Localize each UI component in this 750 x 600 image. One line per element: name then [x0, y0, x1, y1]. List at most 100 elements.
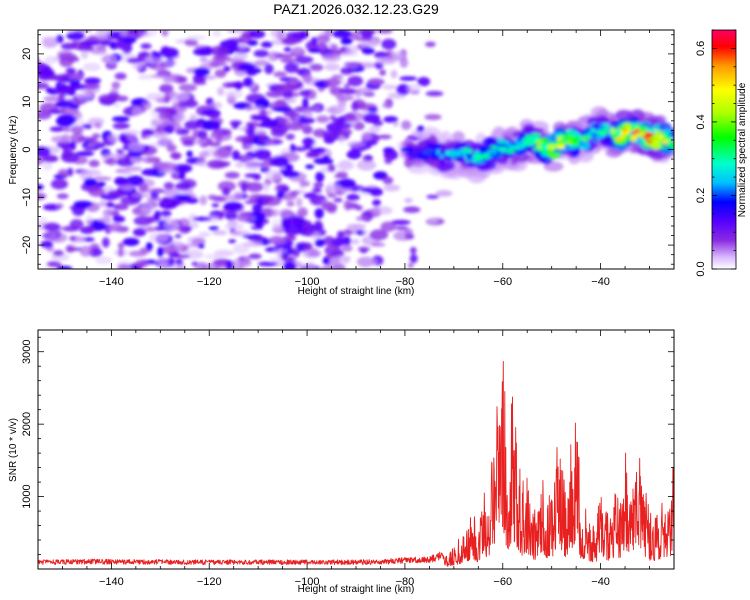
- heatmap-noise-cell: [404, 228, 414, 236]
- heatmap-x-ticks: −140 −120 −100 −80 −60 −40: [37, 30, 675, 288]
- heatmap-signal-cell: [597, 116, 610, 125]
- heatmap-noise-cell: [233, 52, 248, 61]
- heatmap-noise-cell: [72, 205, 85, 216]
- heatmap-ridge-point: [498, 147, 508, 152]
- heatmap-noise-cell: [107, 54, 117, 65]
- snr-y-ticks: 1000 2000 3000: [21, 336, 674, 570]
- y-tick-label: 20: [21, 48, 33, 60]
- heatmap-signal-cell: [590, 106, 608, 119]
- heatmap-noise-cell: [184, 243, 200, 248]
- heatmap-noise-cell: [403, 206, 421, 213]
- heatmap-noise-cell: [162, 196, 170, 205]
- heatmap-signal-cell: [527, 136, 532, 140]
- heatmap-signal-cell: [459, 143, 468, 149]
- heatmap-noise-cell: [224, 223, 244, 230]
- heatmap-noise-cell: [128, 250, 148, 257]
- heatmap-noise-cell: [342, 236, 352, 246]
- heatmap-signal-cell: [628, 143, 641, 154]
- y-tick-label: −10: [21, 188, 33, 207]
- heatmap-noise-cell: [407, 263, 414, 268]
- heatmap-noise-cell: [38, 110, 52, 120]
- heatmap-signal-cell: [517, 145, 526, 150]
- heatmap-signal-cell: [491, 150, 498, 154]
- heatmap-noise-cell: [287, 233, 295, 240]
- heatmap-noise-cell: [314, 208, 324, 219]
- y-tick-label: 3000: [21, 339, 33, 363]
- heatmap-noise-cell: [315, 34, 331, 44]
- heatmap-noise-cell: [275, 183, 289, 191]
- heatmap-noise-cell: [396, 84, 411, 95]
- heatmap-noise-cell: [210, 45, 230, 57]
- heatmap-signal-cell: [630, 116, 639, 123]
- colorbar-label: Normalized spectral amplitude: [737, 82, 748, 217]
- heatmap-signal-cell: [543, 147, 548, 151]
- heatmap-noise-cell: [324, 245, 341, 256]
- heatmap-noise-cell: [223, 201, 243, 212]
- heatmap-noise-cell: [257, 261, 278, 267]
- heatmap-signal-cell: [556, 143, 565, 150]
- heatmap-noise-cell: [243, 77, 254, 88]
- heatmap-ridge-point: [522, 139, 532, 145]
- heatmap-noise-layer: [38, 30, 453, 269]
- heatmap-noise-cell: [236, 214, 257, 223]
- heatmap-noise-cell: [83, 145, 93, 153]
- heatmap-noise-cell: [95, 256, 113, 265]
- heatmap-noise-cell: [81, 83, 101, 90]
- heatmap-noise-cell: [163, 220, 180, 230]
- heatmap-noise-cell: [270, 30, 286, 39]
- heatmap-noise-cell: [401, 120, 412, 130]
- heatmap-noise-cell: [340, 66, 354, 75]
- heatmap-noise-cell: [161, 30, 169, 37]
- colorbar-tick-label: 0.0: [695, 261, 707, 276]
- heatmap-noise-cell: [229, 231, 242, 236]
- heatmap-noise-cell: [346, 149, 362, 160]
- heatmap-noise-cell: [190, 221, 199, 229]
- heatmap-noise-cell: [150, 74, 170, 79]
- heatmap-noise-cell: [284, 62, 299, 73]
- heatmap-noise-cell: [289, 190, 300, 196]
- heatmap-noise-cell: [226, 30, 247, 34]
- heatmap-signal-cell: [570, 147, 581, 157]
- heatmap-noise-cell: [283, 261, 297, 269]
- x-tick-label: −60: [493, 576, 512, 588]
- heatmap-noise-cell: [212, 230, 228, 236]
- heatmap-noise-cell: [199, 195, 208, 206]
- heatmap-ridge-point: [547, 144, 557, 150]
- heatmap-noise-cell: [324, 63, 341, 71]
- heatmap-noise-cell: [91, 133, 101, 140]
- heatmap-noise-cell: [206, 159, 226, 169]
- heatmap-noise-cell: [313, 182, 324, 188]
- heatmap-noise-cell: [61, 133, 71, 144]
- heatmap-noise-cell: [369, 229, 389, 241]
- colorbar-gradient: [711, 29, 737, 270]
- heatmap-noise-cell: [260, 41, 273, 48]
- heatmap-noise-cell: [73, 200, 93, 208]
- heatmap-ridge-point: [620, 130, 630, 136]
- heatmap-noise-cell: [117, 263, 130, 269]
- heatmap-noise-cell: [367, 78, 384, 86]
- heatmap-ridge-point: [473, 154, 483, 160]
- heatmap-noise-cell: [355, 36, 372, 42]
- snr-plot-area: [38, 330, 674, 569]
- heatmap-noise-cell: [141, 100, 152, 111]
- heatmap-noise-cell: [343, 83, 351, 88]
- heatmap-noise-cell: [198, 232, 211, 237]
- snr-x-label: Height of straight line (km): [298, 584, 415, 595]
- heatmap-noise-cell: [125, 166, 143, 172]
- heatmap-noise-cell: [242, 155, 254, 162]
- heatmap-noise-cell: [163, 182, 175, 190]
- heatmap-signal-cell: [605, 147, 622, 158]
- heatmap-noise-cell: [214, 69, 227, 78]
- heatmap-ridge-point: [424, 149, 434, 155]
- heatmap-noise-cell: [193, 139, 207, 145]
- heatmap-noise-cell: [178, 83, 197, 92]
- heatmap-signal-layer: [397, 106, 674, 184]
- heatmap-noise-cell: [281, 37, 298, 46]
- heatmap-noise-cell: [321, 53, 342, 62]
- heatmap-noise-cell: [341, 244, 353, 252]
- heatmap-noise-cell: [356, 159, 377, 171]
- heatmap-noise-cell: [144, 57, 163, 64]
- heatmap-noise-cell: [252, 203, 263, 213]
- heatmap-noise-cell: [262, 159, 270, 170]
- heatmap-noise-cell: [329, 84, 337, 95]
